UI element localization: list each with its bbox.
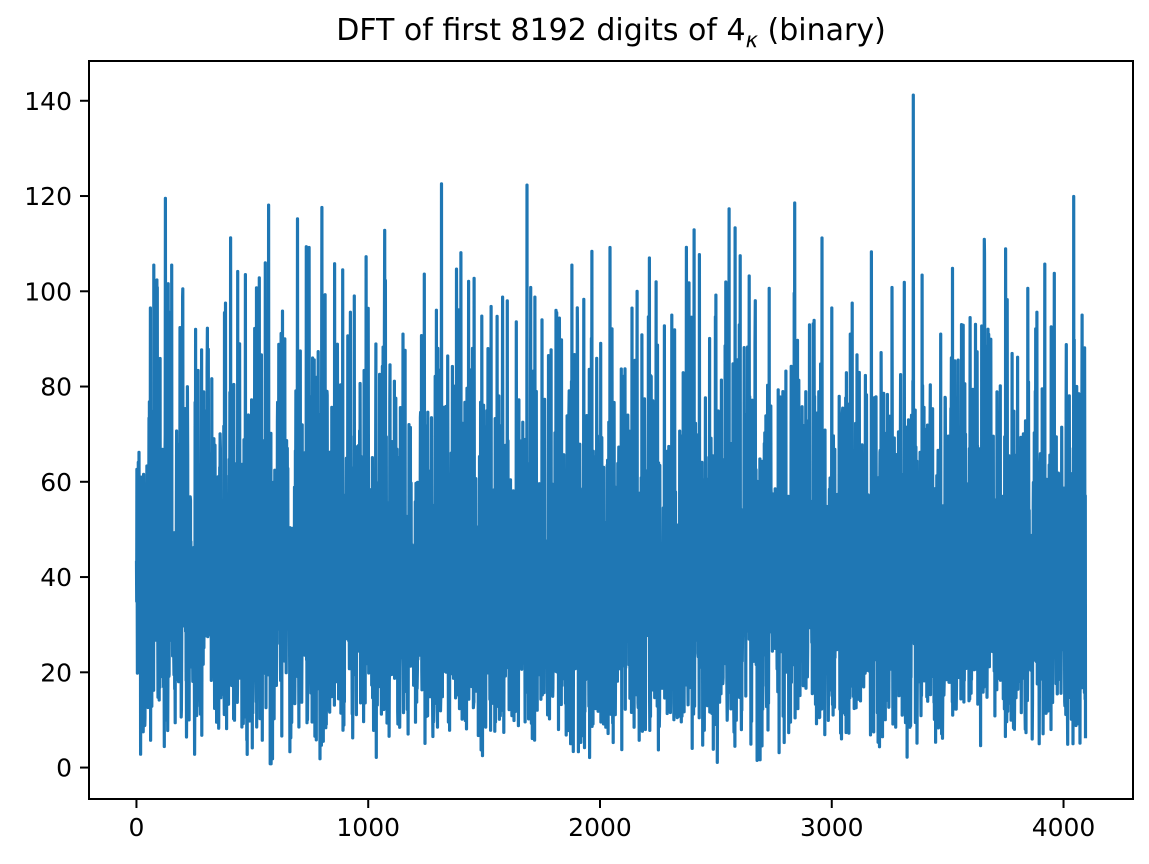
x-tick-label: 4000 (1032, 813, 1096, 842)
chart-title-subscript: κ (745, 28, 758, 52)
axes-spines (88, 60, 1134, 800)
y-tick-label: 40 (40, 563, 72, 592)
x-tick-label: 0 (129, 813, 145, 842)
chart-title: DFT of first 8192 digits of 4κ (binary) (89, 12, 1133, 59)
dft-magnitude-line (134, 93, 1088, 766)
chart-title-suffix: (binary) (758, 13, 886, 48)
y-tick-label: 100 (24, 277, 72, 306)
x-tick-label: 1000 (336, 813, 400, 842)
y-tick-label: 80 (40, 373, 72, 402)
y-tick-label: 120 (24, 182, 72, 211)
chart-title-text: DFT of first 8192 digits of 4 (336, 13, 746, 48)
x-tick-label: 3000 (800, 813, 864, 842)
y-tick-label: 140 (24, 87, 72, 116)
y-tick-label: 60 (40, 468, 72, 497)
y-tick-label: 20 (40, 658, 72, 687)
y-tick-label: 0 (56, 754, 72, 783)
x-tick-label: 2000 (568, 813, 632, 842)
